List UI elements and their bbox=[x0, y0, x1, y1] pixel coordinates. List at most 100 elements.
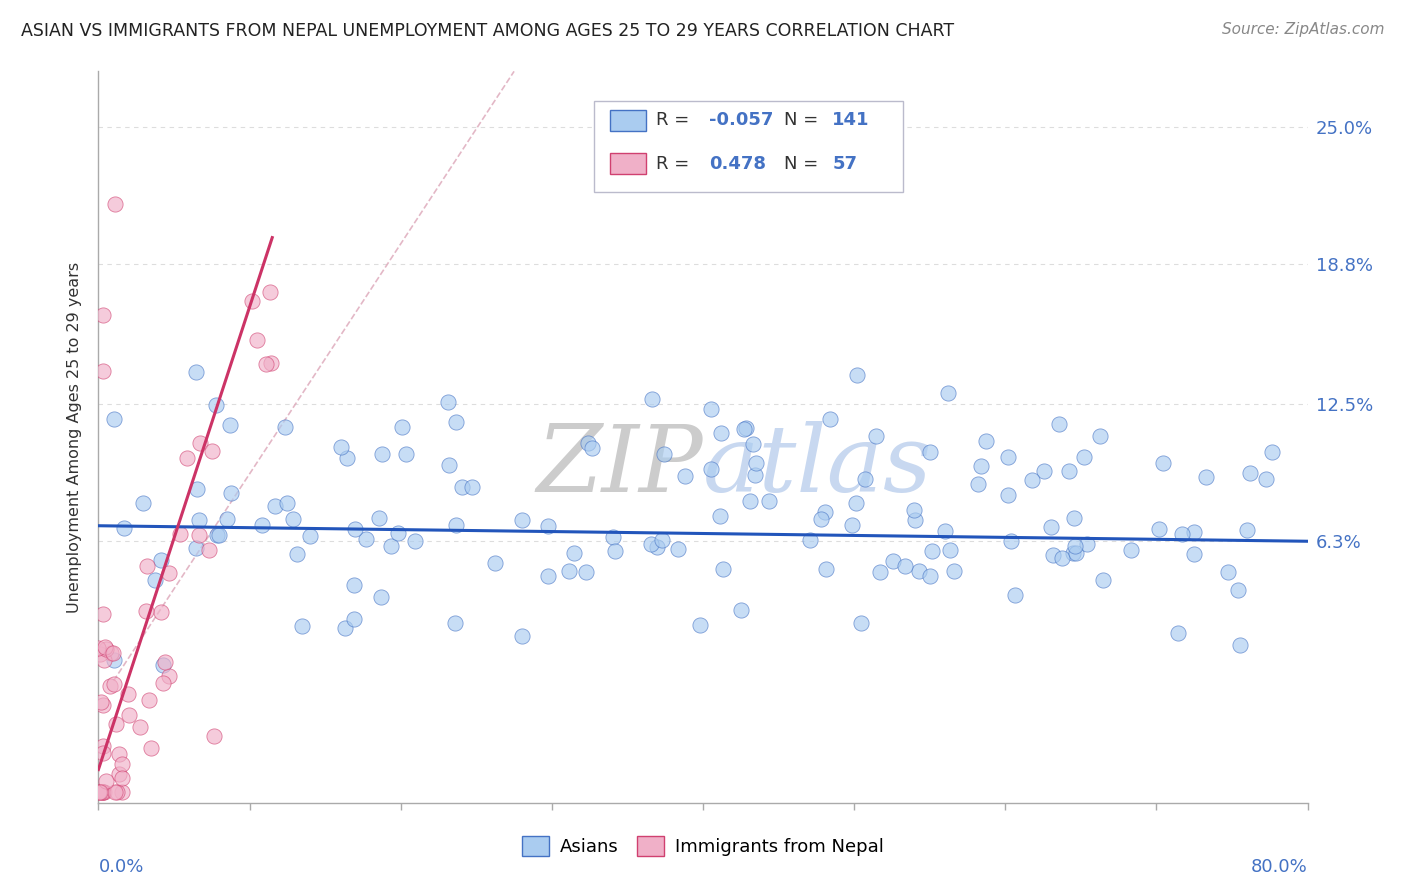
Point bbox=[256, 357, 278, 371]
Point bbox=[1236, 524, 1258, 538]
Point bbox=[437, 395, 460, 409]
Point bbox=[1229, 638, 1251, 652]
Point bbox=[1216, 565, 1239, 579]
Point bbox=[484, 557, 506, 571]
Point bbox=[651, 533, 673, 547]
Text: N =: N = bbox=[785, 112, 818, 129]
Point bbox=[259, 285, 281, 299]
Point bbox=[974, 434, 997, 448]
Point bbox=[1021, 473, 1043, 487]
Point bbox=[370, 447, 392, 461]
Point bbox=[1152, 457, 1174, 471]
Point bbox=[1182, 547, 1205, 561]
Point bbox=[903, 503, 925, 517]
Point bbox=[274, 420, 297, 434]
Point bbox=[87, 785, 110, 799]
Point bbox=[1088, 429, 1111, 443]
Point bbox=[865, 429, 887, 443]
Point bbox=[1059, 464, 1081, 478]
Point bbox=[575, 565, 598, 579]
Text: 141: 141 bbox=[832, 112, 870, 129]
Point bbox=[1239, 466, 1261, 480]
Point bbox=[581, 441, 603, 455]
Point bbox=[710, 425, 733, 440]
Point bbox=[91, 785, 114, 799]
Point bbox=[139, 740, 162, 755]
Point bbox=[103, 197, 125, 211]
Point bbox=[444, 415, 467, 429]
Text: ASIAN VS IMMIGRANTS FROM NEPAL UNEMPLOYMENT AMONG AGES 25 TO 29 YEARS CORRELATIO: ASIAN VS IMMIGRANTS FROM NEPAL UNEMPLOYM… bbox=[21, 22, 955, 40]
Text: 57: 57 bbox=[832, 154, 858, 172]
Point bbox=[89, 647, 111, 661]
FancyBboxPatch shape bbox=[610, 153, 647, 174]
Point bbox=[1147, 522, 1170, 536]
Point bbox=[250, 517, 273, 532]
Point bbox=[298, 529, 321, 543]
Point bbox=[1076, 537, 1098, 551]
Point bbox=[187, 528, 209, 542]
Point bbox=[461, 480, 484, 494]
Point bbox=[741, 437, 763, 451]
Text: N =: N = bbox=[785, 154, 818, 172]
Point bbox=[111, 771, 134, 785]
Point bbox=[94, 774, 117, 789]
Point bbox=[1050, 551, 1073, 566]
Point bbox=[114, 520, 136, 534]
Point bbox=[104, 717, 127, 731]
Point bbox=[201, 444, 224, 458]
Point bbox=[699, 462, 721, 476]
Point bbox=[93, 785, 115, 799]
Point bbox=[343, 577, 366, 591]
Point bbox=[641, 392, 664, 406]
Point bbox=[1226, 582, 1249, 597]
Point bbox=[936, 386, 959, 401]
Point bbox=[602, 529, 624, 543]
Point bbox=[387, 526, 409, 541]
FancyBboxPatch shape bbox=[595, 101, 903, 192]
Point bbox=[217, 511, 239, 525]
Point bbox=[91, 739, 114, 753]
Point bbox=[186, 483, 208, 497]
Point bbox=[330, 440, 353, 454]
Point bbox=[103, 653, 125, 667]
Point bbox=[105, 785, 128, 799]
Point bbox=[335, 451, 357, 466]
Point bbox=[846, 368, 869, 382]
Point bbox=[138, 693, 160, 707]
Point bbox=[970, 458, 993, 473]
Point bbox=[673, 469, 696, 483]
Point bbox=[91, 698, 114, 712]
Point bbox=[98, 679, 121, 693]
Point bbox=[153, 655, 176, 669]
Point bbox=[934, 524, 956, 538]
Point bbox=[184, 541, 207, 555]
Point bbox=[404, 533, 426, 548]
Point bbox=[939, 543, 962, 558]
Point bbox=[89, 785, 111, 799]
Point bbox=[1042, 549, 1064, 563]
Text: ZIP: ZIP bbox=[536, 421, 703, 511]
Point bbox=[1047, 417, 1070, 431]
Point bbox=[918, 444, 941, 458]
Point bbox=[869, 565, 891, 579]
Point bbox=[240, 293, 263, 308]
Point bbox=[689, 618, 711, 632]
Point bbox=[537, 569, 560, 583]
Point bbox=[1004, 588, 1026, 602]
Point bbox=[745, 456, 768, 470]
Point bbox=[1062, 546, 1084, 560]
Point bbox=[219, 486, 242, 500]
Point bbox=[283, 512, 305, 526]
Point bbox=[93, 652, 115, 666]
Point bbox=[510, 513, 533, 527]
Point bbox=[246, 333, 269, 347]
Point bbox=[204, 398, 226, 412]
Point bbox=[1000, 533, 1022, 548]
Point bbox=[111, 756, 134, 771]
Point bbox=[853, 472, 876, 486]
Point bbox=[510, 629, 533, 643]
Point bbox=[603, 543, 626, 558]
Point bbox=[104, 785, 127, 799]
Point bbox=[1063, 539, 1085, 553]
Point bbox=[652, 447, 675, 461]
